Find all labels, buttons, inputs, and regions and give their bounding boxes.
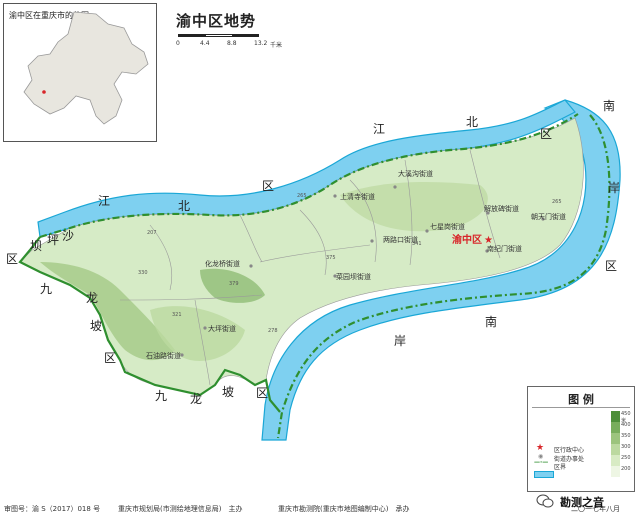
capital-star-icon: ★ [484,235,493,246]
edge-label: 南 [485,314,497,329]
subdistrict-boundaries [119,149,501,386]
place-label: 两路口街道 [383,235,418,244]
scale-tick: 13.2 [254,40,268,47]
edge-label: 北 [178,199,190,213]
place-label: 菜园坝街道 [336,272,371,281]
capital-label: 渝中区 [452,233,482,246]
elevation-labels: 207 265 330 341 375 379 321 278 265 [138,193,562,334]
dot-icon: ◉ [538,453,544,460]
legend-label: 区界 [554,464,567,471]
ramp-label: 350 [621,433,631,439]
district-boundary-south [276,114,611,439]
map-title: 渝中区地势 [176,12,257,30]
edge-label: 九 [155,389,167,403]
elevation-label: 278 [268,328,278,334]
hill-shade-east [340,182,488,232]
yangtze-river [261,99,621,441]
edge-label: 沙 [62,229,74,243]
ramp-label: 200 [621,466,631,472]
map-footer: 审图号：渝 S（2017）018 号 重庆市规划局(市测绘地理信息局) 主办 重… [0,501,640,517]
elevation-label: 330 [138,270,148,276]
maker-text: 重庆市勘测院(重庆市地图编制中心) 承办 [278,505,410,513]
star-icon: ★ [536,443,545,453]
edge-label: 区 [256,386,268,400]
scale-tick: 0 [176,40,180,47]
hill-shade-central [200,268,265,303]
edge-label: 区 [605,259,617,273]
ramp-label: 250 [621,455,631,461]
edge-label: 坡 [90,319,102,333]
legend-label: 街道办事处 [554,456,585,463]
edge-label: 区 [6,252,18,266]
district-boundary-icon: —·— [534,459,549,466]
place-label: 化龙桥街道 [205,259,240,268]
edge-label: 坝 [30,239,42,253]
inset-title: 渝中区在重庆市的位图 [9,11,89,20]
place-labels: 大溪沟街道 上清寺街道 解放碑街道 朝天门街道 两路口街道 七星岗街道 南纪门街… [146,169,566,360]
edge-label: 龙 [86,291,98,305]
place-label: 石油路街道 [146,351,181,360]
elevation-label: 265 [552,199,562,205]
edge-label: 岸 [394,334,406,348]
sponsor-text: 重庆市规划局(市测绘地理信息局) 主办 [118,505,243,513]
elevation-label: 321 [172,312,182,318]
elevation-label: 265 [297,193,307,199]
edge-labels: 江 北 区 江 北 区 南 岸 区 南 岸 区 坝 坪 沙 九 龙 坡 区 九 … [6,98,620,406]
district-boundary-west [18,236,281,413]
elevation-label: 375 [326,255,336,261]
scale-tick: 8.8 [227,40,237,47]
elevation-label: 379 [229,281,239,287]
place-label: 上清寺街道 [340,192,375,201]
edge-label: 区 [262,179,274,193]
publish-date: 二〇一七年八月 [571,505,620,513]
edge-label: 九 [40,282,52,296]
edge-label: 坪 [47,233,59,247]
edge-label: 区 [540,127,552,141]
legend-title: 图 例 [568,393,594,406]
edge-label: 江 [373,122,385,136]
map-legend: 图 例 ★ 区行政中心 ◉ 街道办事处 —·— 区界 450米 400 350 … [527,386,635,492]
place-label: 七星岗街道 [430,222,465,231]
watermark-brand: 勘测之音 [560,496,604,509]
hill-shade-west [40,262,175,361]
place-label: 朝天门街道 [531,212,566,221]
locator-inset: 渝中区在重庆市的位图 [3,3,157,142]
scale-unit: 千米 [270,42,283,49]
ramp-label: 400 [621,422,631,428]
legend-label: 区行政中心 [554,447,585,454]
ramp-label: 300 [621,444,631,450]
chongqing-outline [23,11,149,125]
place-label: 大溪沟街道 [398,169,433,178]
edge-label: 龙 [190,392,202,406]
district-boundary-north [39,113,579,239]
scale-tick: 4.4 [200,40,210,47]
river-icon [534,471,554,478]
edge-label: 南 [603,98,615,113]
edge-label: 坡 [222,385,234,399]
approval-number: 审图号：渝 S（2017）018 号 [4,505,101,513]
edge-label: 岸 [608,181,620,195]
scale-bar: 0 4.4 8.8 13.2 千米 [176,30,296,50]
place-label: 解放碑街道 [484,204,519,213]
elevation-label: 341 [412,241,422,247]
elevation-ramp [611,411,620,477]
elevation-label: 207 [147,230,157,236]
edge-label: 北 [466,115,478,129]
ramp-label: 450米 [621,411,631,424]
wechat-icon [536,494,554,508]
yuzhong-location-marker [42,90,46,94]
place-label: 南纪门街道 [487,244,522,253]
edge-label: 江 [98,194,110,208]
place-label: 大坪街道 [208,324,236,333]
edge-label: 区 [104,351,116,365]
hill-shade-south [150,306,245,361]
